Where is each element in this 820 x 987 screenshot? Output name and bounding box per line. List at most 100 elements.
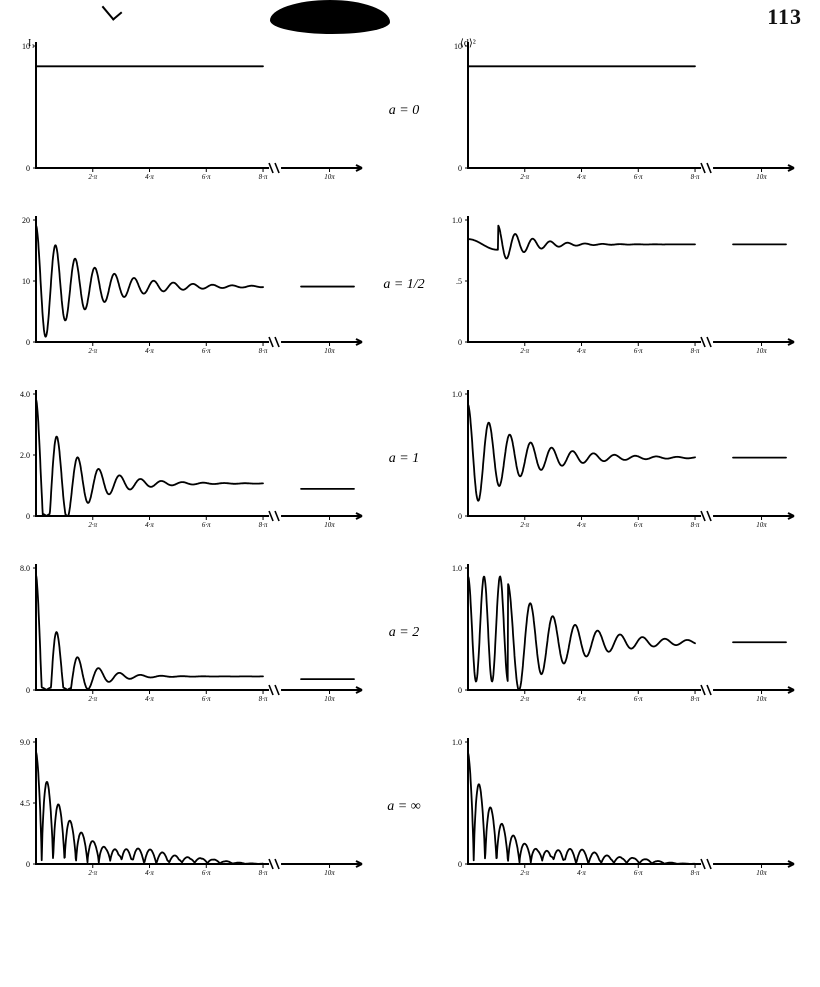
axis-break — [701, 511, 711, 521]
xtick-label: 4·π — [145, 869, 154, 877]
xtick-label: 4·π — [577, 521, 586, 529]
figure-row: 010202·π4·π6·π8·π10πa = 1/20.51.02·π4·π6… — [8, 210, 812, 360]
axis-break — [701, 685, 711, 695]
right-panel: 0.51.02·π4·π6·π8·π10π — [440, 210, 800, 360]
page-number: 113 — [767, 4, 802, 30]
xtick-label: 4·π — [577, 347, 586, 355]
data-curve — [468, 405, 695, 501]
xtick-label-far: 10π — [756, 521, 767, 529]
ytick-label: 0 — [26, 512, 30, 521]
row-param-label: a = 0 — [374, 103, 434, 120]
left-panel: 0 2.0 4.0 2·π 4·π 6·π 8·π 10π — [8, 384, 368, 534]
ytick-label: 4.5 — [20, 799, 30, 808]
figure-row: 04.59.02·π4·π6·π8·π10πa = ∞01.02·π4·π6·π… — [8, 732, 812, 882]
axis-left-segment — [468, 564, 701, 690]
xtick-label-far: 10π — [756, 695, 767, 703]
axis-left-segment — [36, 738, 269, 864]
xtick-label: 8·π — [259, 695, 268, 703]
xtick-label: 4·π — [577, 695, 586, 703]
xtick-label: 6·π — [202, 869, 211, 877]
xtick-label-far: 10π — [756, 173, 767, 181]
xtick-label: 2·π — [520, 347, 529, 355]
xtick-label: 2·π — [88, 173, 97, 181]
xtick-label-far: 10π — [324, 173, 335, 181]
plot-panel: ⟨d⟩²0102·π4·π6·π8·π10π — [440, 36, 800, 186]
left-panel: 08.02·π4·π6·π8·π10π — [8, 558, 368, 708]
xtick-label: 2·π — [520, 173, 529, 181]
xtick-label: 4·π — [145, 347, 154, 355]
xtick-label: 2·π — [520, 695, 529, 703]
axis-left-segment — [468, 390, 701, 516]
xtick-label: 2·π — [88, 521, 97, 529]
axis-break — [701, 163, 711, 173]
data-curve — [36, 399, 263, 516]
plot-panel: 04.59.02·π4·π6·π8·π10π — [8, 732, 368, 882]
figure-row: I₁0102·π4·π6·π8·π10πa = 0⟨d⟩²0102·π4·π6·… — [8, 36, 812, 186]
data-curve — [36, 752, 263, 864]
right-panel: ⟨d⟩²0102·π4·π6·π8·π10π — [440, 36, 800, 186]
left-panel: I₁0102·π4·π6·π8·π10π — [8, 36, 368, 186]
axis-left-segment — [468, 738, 701, 864]
left-panel: 04.59.02·π4·π6·π8·π10π — [8, 732, 368, 882]
axis-break — [701, 859, 711, 869]
xtick-label-far: 10π — [324, 521, 335, 529]
top-accent-mark — [102, 0, 123, 21]
xtick-label: 6·π — [202, 521, 211, 529]
ytick-label: 0 — [458, 164, 462, 173]
ytick-label: 9.0 — [20, 738, 30, 747]
figure-row: 0 2.0 4.0 2·π 4·π 6·π 8·π 10π a = 1 0 1.0 2·π 4·π 6·π… — [8, 384, 812, 534]
data-curve — [468, 577, 695, 691]
xtick-label: 8·π — [259, 173, 268, 181]
plot-panel: 0 2.0 4.0 2·π 4·π 6·π 8·π 10π — [8, 384, 368, 534]
xtick-label: 2·π — [88, 869, 97, 877]
plot-panel: 01.02·π4·π6·π8·π10π — [440, 558, 800, 708]
xtick-label: 6·π — [634, 869, 643, 877]
data-curve — [36, 66, 263, 168]
xtick-label: 2·π — [520, 521, 529, 529]
axis-break — [269, 859, 279, 869]
xtick-label: 8·π — [691, 173, 700, 181]
xtick-label: 6·π — [202, 347, 211, 355]
xtick-label: 6·π — [634, 695, 643, 703]
data-curve — [36, 575, 263, 690]
ytick-label: 8.0 — [20, 564, 30, 573]
ytick-label: 0 — [458, 338, 462, 347]
ytick-label: 10 — [22, 42, 30, 51]
ytick-label: 0 — [458, 512, 462, 521]
xtick-label: 4·π — [145, 695, 154, 703]
axis-left-segment — [36, 564, 269, 690]
ytick-label: 20 — [22, 216, 30, 225]
xtick-label: 8·π — [691, 695, 700, 703]
plot-panel: 0.51.02·π4·π6·π8·π10π — [440, 210, 800, 360]
xtick-label: 8·π — [259, 521, 268, 529]
xtick-label: 4·π — [145, 521, 154, 529]
ytick-label: 0 — [26, 164, 30, 173]
plot-panel: 08.02·π4·π6·π8·π10π — [8, 558, 368, 708]
axis-break — [269, 163, 279, 173]
axis-left-segment — [36, 42, 269, 168]
axis-left-segment — [468, 42, 701, 168]
data-curve — [468, 66, 695, 168]
ytick-label: 4.0 — [20, 390, 30, 399]
row-param-label: a = 1 — [374, 451, 434, 468]
figure-grid: I₁0102·π4·π6·π8·π10πa = 0⟨d⟩²0102·π4·π6·… — [8, 36, 812, 979]
xtick-label: 6·π — [202, 695, 211, 703]
ytick-label: 1.0 — [452, 216, 462, 225]
data-curve — [468, 753, 695, 864]
row-param-label: a = 2 — [374, 625, 434, 642]
xtick-label-far: 10π — [756, 347, 767, 355]
axis-break — [269, 685, 279, 695]
xtick-label: 8·π — [691, 869, 700, 877]
ytick-label: 10 — [22, 277, 30, 286]
xtick-label: 8·π — [259, 869, 268, 877]
axis-break — [269, 511, 279, 521]
xtick-label-far: 10π — [324, 695, 335, 703]
xtick-label: 6·π — [634, 173, 643, 181]
ytick-label: 1.0 — [452, 390, 462, 399]
ytick-label: 2.0 — [20, 451, 30, 460]
ytick-label: 0 — [458, 686, 462, 695]
xtick-label: 6·π — [634, 347, 643, 355]
xtick-label: 6·π — [634, 521, 643, 529]
plot-panel: I₁0102·π4·π6·π8·π10π — [8, 36, 368, 186]
data-curve — [36, 226, 263, 337]
